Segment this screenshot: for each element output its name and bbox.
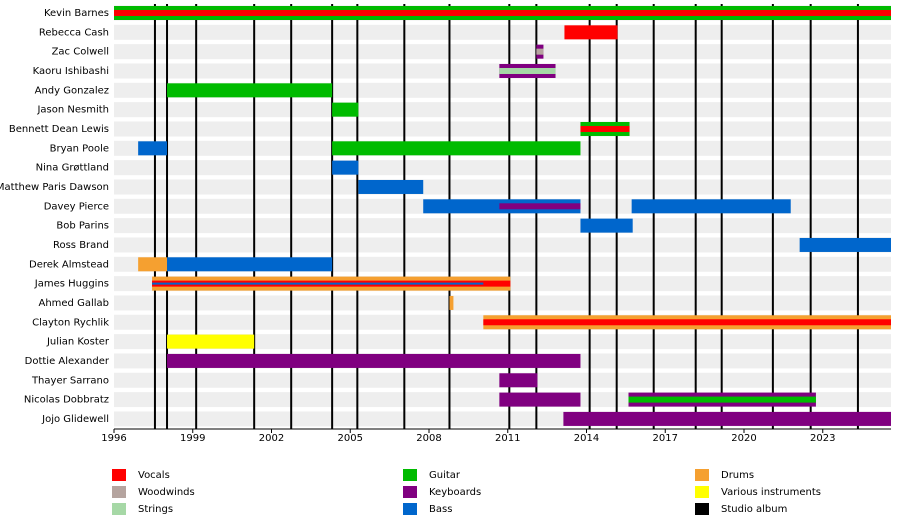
legend-label: Strings [138,504,173,515]
legend-swatch [112,469,126,481]
legend-label: Keyboards [429,487,481,498]
role-bar [631,199,791,214]
legend-label: Drums [721,470,754,481]
member-label: Dottie Alexander [25,356,110,367]
role-bar [138,257,168,272]
role-bar [499,373,538,388]
member-label: Bob Parins [56,221,109,232]
member-label: Kevin Barnes [44,8,109,19]
row-band [114,102,891,118]
role-bar [167,353,581,368]
role-bar [167,334,255,349]
role-bar [536,48,544,55]
member-label: Kaoru Ishibashi [33,66,109,77]
legend-label: Bass [429,504,452,515]
role-bar [167,83,333,98]
legend-swatch [695,486,709,498]
legend-label: Various instruments [721,487,821,498]
role-bar [483,319,891,326]
x-tick-label: 2008 [416,433,441,444]
legend-label: Studio album [721,504,787,515]
x-tick-label: 2014 [574,433,599,444]
legend-label: Vocals [138,470,170,481]
x-tick-label: 2002 [259,433,284,444]
role-bar [499,392,581,407]
legend-label: Guitar [429,470,461,481]
row-band [114,237,891,253]
row-band [114,24,891,40]
member-label: Derek Almstead [29,259,109,270]
row-band [114,160,891,176]
role-bar [332,160,359,175]
x-tick-label: 2011 [495,433,520,444]
member-label: Jason Nesmith [36,105,109,116]
role-bar [499,203,581,210]
row-band [114,179,891,195]
member-label: Rebecca Cash [39,27,109,38]
role-bar [563,411,891,426]
member-label: Jojo Glidewell [41,414,109,425]
member-label: Matthew Paris Dawson [0,182,109,193]
role-bar [167,257,333,272]
member-label: Zac Colwell [52,47,109,58]
row-band [114,44,891,60]
member-label: Thayer Sarrano [31,375,109,386]
member-label: James Huggins [34,279,109,290]
legend-swatch [112,503,126,515]
role-bar [449,295,454,310]
row-band [114,121,891,137]
member-label: Ahmed Gallab [38,298,109,309]
member-label: Ross Brand [53,240,109,251]
role-bar [499,67,556,74]
x-tick-label: 2023 [810,433,835,444]
role-bar [580,125,630,132]
role-bar [580,218,633,233]
row-band [114,295,891,311]
member-label: Bryan Poole [50,143,109,154]
legend-swatch [695,469,709,481]
role-bar [332,102,359,117]
legend-swatch [112,486,126,498]
x-tick-label: 2005 [338,433,363,444]
role-bar [358,179,424,194]
member-label: Davey Pierce [44,201,109,212]
role-bar [152,282,484,285]
role-bar [799,237,891,252]
role-bar [564,25,618,40]
row-band [114,218,891,234]
legend-label: Woodwinds [138,487,195,498]
member-label: Nina Grøttland [36,163,109,174]
member-label: Andy Gonzalez [35,85,109,96]
member-label: Bennett Dean Lewis [9,124,109,135]
legend-swatch [403,503,417,515]
role-bar [114,10,891,16]
x-tick-label: 1999 [180,433,205,444]
role-bar [628,396,816,403]
row-band [114,334,891,350]
member-label: Julian Koster [46,337,110,348]
legend-swatch [403,486,417,498]
member-label: Clayton Rychlik [32,317,109,328]
x-tick-label: 1996 [101,433,126,444]
member-label: Nicolas Dobbratz [24,395,109,406]
legend-swatch [695,503,709,515]
legend-swatch [403,469,417,481]
role-bar [332,141,581,156]
x-tick-label: 2017 [653,433,678,444]
x-tick-label: 2020 [731,433,756,444]
role-bar [138,141,168,156]
